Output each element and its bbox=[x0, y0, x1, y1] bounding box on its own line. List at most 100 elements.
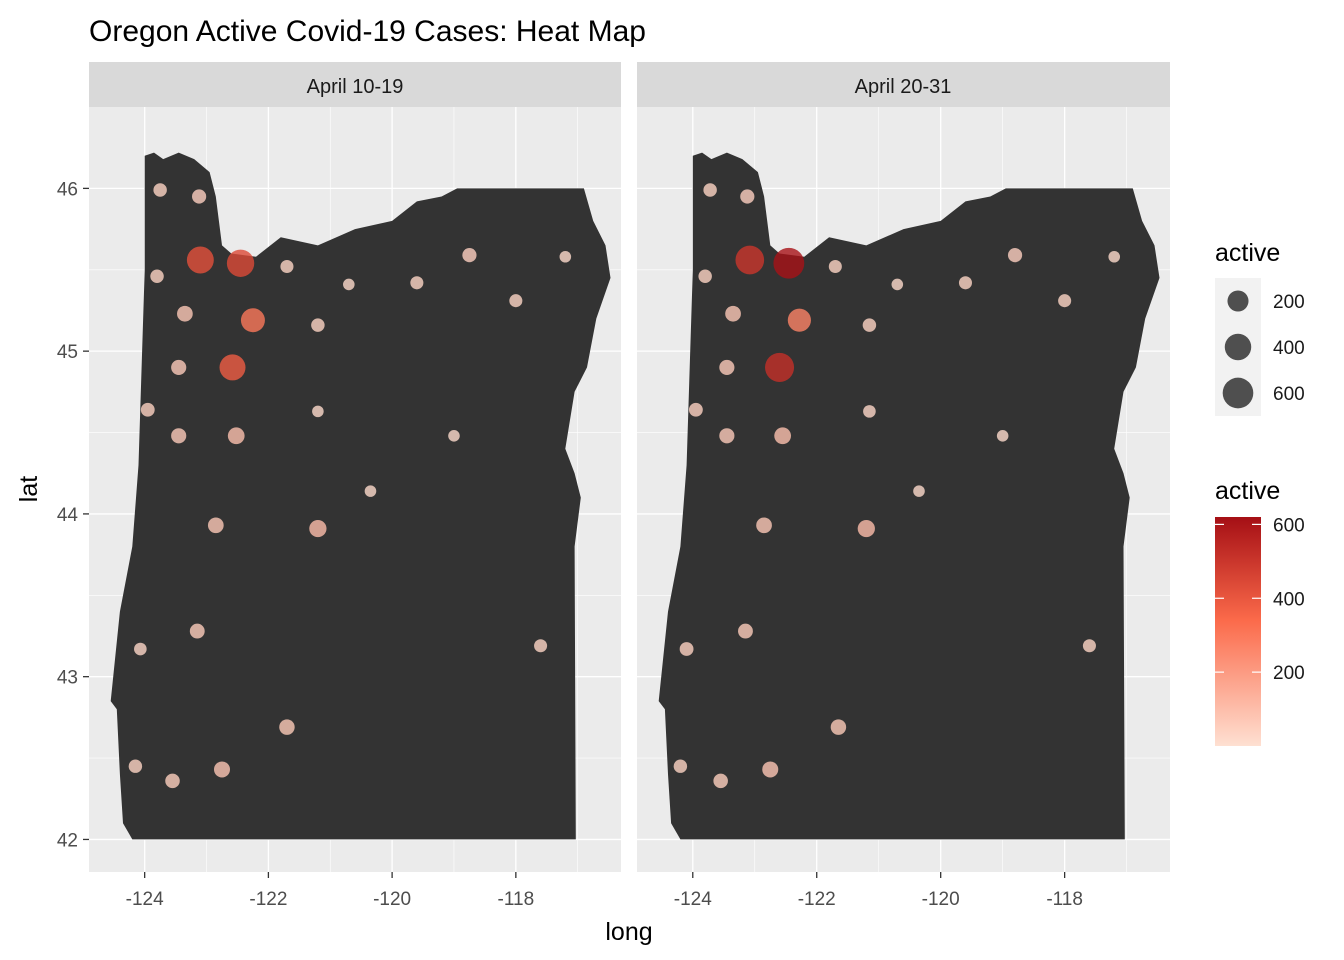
y-tick-label: 42 bbox=[57, 830, 78, 851]
facet-panel-1: April 10-19 bbox=[89, 62, 621, 872]
bubble-point bbox=[186, 246, 214, 274]
bubble-point bbox=[673, 759, 688, 773]
bubble-point bbox=[214, 761, 230, 778]
facet-panel-2: April 20-31 bbox=[637, 62, 1170, 872]
x-axis-2: -124 -122 -120 -118 bbox=[674, 872, 1083, 910]
bubble-point bbox=[128, 759, 143, 773]
bubble-point bbox=[312, 405, 324, 418]
colorbar-label: 600 bbox=[1273, 515, 1305, 536]
bubble-point bbox=[534, 639, 548, 653]
bubble-point bbox=[280, 259, 294, 274]
bubble-point bbox=[756, 517, 772, 534]
colorbar-label: 400 bbox=[1273, 589, 1305, 610]
x-tick-label: -122 bbox=[798, 889, 836, 910]
size-legend: active 200 400 600 bbox=[1215, 239, 1305, 416]
bubble-point bbox=[309, 519, 327, 538]
facet-strip-label-2: April 20-31 bbox=[855, 76, 952, 98]
oregon-map-1 bbox=[110, 152, 611, 840]
bubble-point bbox=[765, 352, 795, 382]
bubble-point bbox=[773, 247, 805, 279]
y-axis-title: lat bbox=[15, 476, 43, 502]
facet-strip-2 bbox=[637, 62, 1170, 107]
bubble-point bbox=[698, 269, 712, 284]
facet-strip-label-1: April 10-19 bbox=[307, 76, 404, 98]
bubble-point bbox=[762, 761, 779, 778]
colorbar-ticks: 200 400 600 bbox=[1215, 515, 1305, 684]
size-legend-label: 200 bbox=[1273, 292, 1305, 313]
size-legend-title: active bbox=[1215, 239, 1280, 267]
bubble-point bbox=[227, 427, 245, 445]
x-tick-label: -120 bbox=[922, 889, 960, 910]
colorbar bbox=[1215, 517, 1261, 746]
chart-title: Oregon Active Covid-19 Cases: Heat Map bbox=[89, 15, 646, 48]
y-tick-label: 45 bbox=[57, 342, 78, 363]
bubbles-1 bbox=[128, 183, 572, 789]
bubble-point bbox=[787, 308, 811, 332]
bubble-point bbox=[862, 318, 877, 332]
x-axis-1: -124 -122 -120 -118 bbox=[126, 872, 534, 910]
x-tick-label: -124 bbox=[126, 889, 164, 910]
bubble-point bbox=[679, 642, 694, 656]
bubble-point bbox=[688, 402, 703, 417]
bubble-point bbox=[134, 642, 147, 656]
bubble-point bbox=[740, 189, 755, 204]
bubble-point bbox=[1082, 639, 1096, 653]
bubble-point bbox=[462, 248, 477, 263]
bubble-point bbox=[719, 428, 735, 444]
bubble-point bbox=[140, 402, 155, 417]
bubble-point bbox=[719, 359, 735, 376]
bubble-point bbox=[725, 305, 741, 322]
size-legend-key bbox=[1222, 377, 1254, 409]
bubble-point bbox=[171, 359, 187, 376]
bubble-point bbox=[171, 428, 187, 444]
bubble-point bbox=[958, 276, 973, 290]
bubble-point bbox=[863, 405, 876, 418]
x-tick-label: -118 bbox=[1046, 889, 1083, 910]
bubble-point bbox=[240, 308, 265, 333]
size-legend-keys: 200 400 600 bbox=[1215, 278, 1305, 416]
bubble-point bbox=[891, 278, 904, 291]
y-tick-label: 44 bbox=[57, 505, 79, 526]
size-legend-key bbox=[1224, 333, 1252, 361]
bubble-point bbox=[735, 245, 765, 275]
x-tick-label: -122 bbox=[249, 889, 287, 910]
bubble-point bbox=[713, 773, 728, 789]
y-tick-label: 43 bbox=[57, 668, 78, 689]
bubble-point bbox=[153, 183, 167, 197]
size-legend-key bbox=[1227, 290, 1249, 312]
bubble-point bbox=[774, 427, 792, 445]
bubble-point bbox=[219, 354, 246, 381]
bubble-point bbox=[207, 517, 224, 534]
oregon-map-2 bbox=[658, 152, 1160, 840]
bubble-point bbox=[828, 259, 842, 274]
bubble-point bbox=[703, 183, 717, 197]
bubble-point bbox=[364, 485, 377, 497]
bubble-point bbox=[410, 276, 424, 290]
bubble-point bbox=[1108, 250, 1121, 263]
size-legend-label: 600 bbox=[1273, 384, 1305, 405]
bubble-point bbox=[913, 485, 925, 497]
bubble-point bbox=[1007, 248, 1023, 263]
x-tick-label: -118 bbox=[498, 889, 535, 910]
y-axis: 42 43 44 45 46 bbox=[57, 179, 89, 851]
bubble-point bbox=[192, 189, 207, 204]
bubble-point bbox=[343, 278, 355, 291]
facet-strip-1 bbox=[89, 62, 621, 107]
bubble-point bbox=[1058, 294, 1072, 308]
bubble-point bbox=[559, 250, 572, 263]
color-legend: active 200 400 600 bbox=[1215, 477, 1305, 746]
bubbles-2 bbox=[673, 183, 1121, 789]
bubble-point bbox=[189, 623, 205, 639]
bubble-point bbox=[279, 719, 295, 735]
bubble-point bbox=[857, 519, 875, 538]
size-legend-label: 400 bbox=[1273, 338, 1305, 359]
bubble-point bbox=[311, 318, 325, 332]
colorbar-label: 200 bbox=[1273, 663, 1305, 684]
x-axis-title: long bbox=[605, 918, 652, 946]
bubble-point bbox=[150, 269, 164, 284]
bubble-point bbox=[177, 305, 193, 322]
bubble-point bbox=[165, 773, 180, 789]
bubble-point bbox=[996, 429, 1009, 442]
bubble-point bbox=[830, 719, 847, 735]
color-legend-title: active bbox=[1215, 477, 1280, 505]
